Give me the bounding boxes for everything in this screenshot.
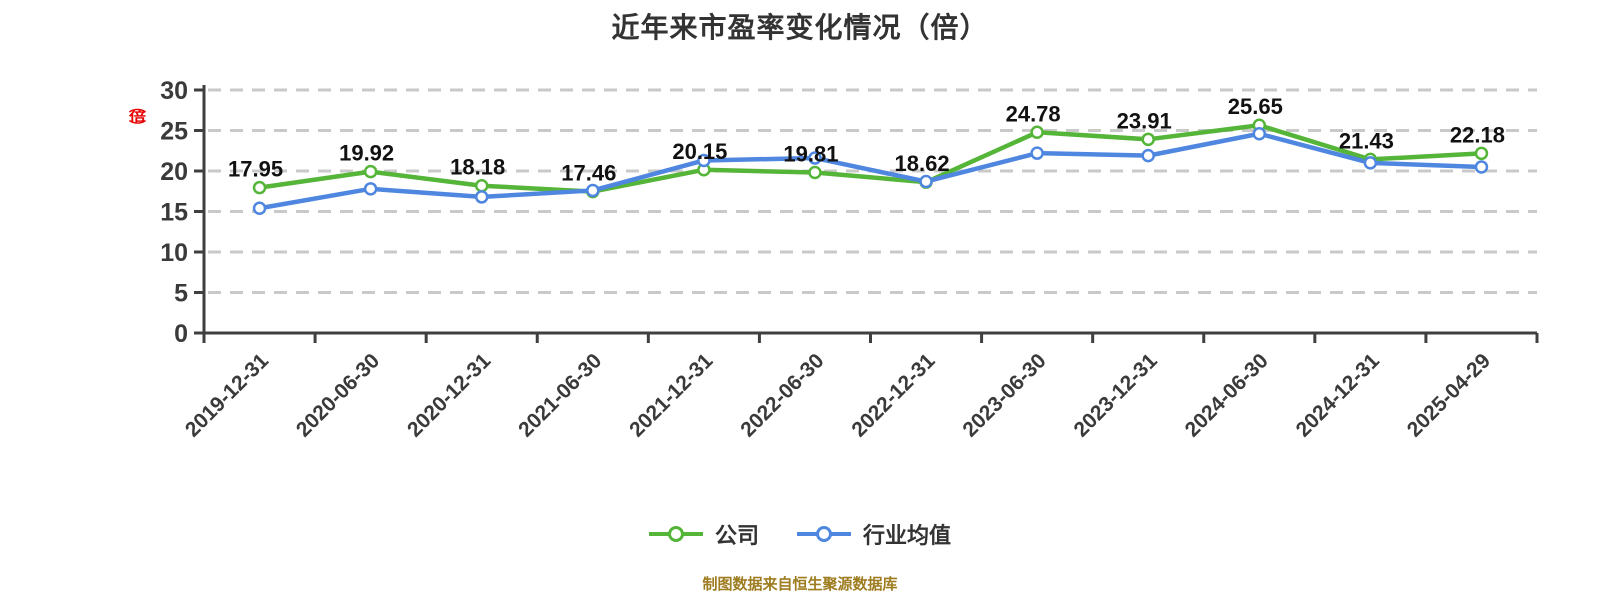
x-axis-label: 2020-12-31 [403, 349, 495, 441]
x-axis-label: 2023-06-30 [958, 349, 1050, 441]
data-source-note: 制图数据来自恒生聚源数据库 [702, 576, 898, 593]
industry-data-point[interactable] [808, 151, 822, 165]
chart-title: 近年来市盈率变化情况（倍） [611, 12, 989, 43]
company-data-point[interactable] [252, 180, 267, 195]
company-legend-marker-icon [648, 526, 703, 542]
x-axis-label: 2019-12-31 [181, 349, 273, 441]
industry-data-point[interactable] [919, 174, 933, 189]
x-axis-label: 2023-12-31 [1070, 349, 1162, 441]
y-axis-tick-label: 30 [160, 77, 188, 105]
industry-data-point[interactable] [252, 201, 267, 216]
x-axis-label: 2020-06-30 [292, 349, 384, 441]
data-label: 24.78 [1006, 101, 1061, 126]
company-data-point[interactable] [1030, 125, 1044, 140]
industry-data-point[interactable] [1474, 160, 1489, 174]
industry-data-point[interactable] [1363, 156, 1378, 170]
company-data-point[interactable] [1474, 146, 1489, 161]
x-axis-label: 2021-06-30 [514, 349, 606, 441]
y-axis-tick-label: 0 [174, 320, 188, 348]
industry-data-point[interactable] [586, 183, 600, 198]
legend-label-industry-average: 行业均值 [863, 523, 952, 548]
data-label: 21.43 [1339, 128, 1394, 153]
y-axis-tick-label: 5 [174, 280, 188, 308]
industry-data-point[interactable] [474, 190, 489, 204]
data-label: 23.91 [1117, 108, 1172, 133]
data-label: 19.92 [339, 141, 394, 166]
data-label: 18.62 [895, 151, 950, 176]
data-label: 19.81 [783, 142, 838, 167]
data-label: 18.18 [450, 155, 505, 180]
company-data-point[interactable] [808, 165, 822, 180]
y-axis-tick-label: 10 [160, 239, 188, 267]
x-axis-label: 2022-12-31 [847, 349, 939, 441]
chart-legend: 公司 行业均值 [0, 518, 1600, 550]
x-axis-label: 2024-06-30 [1181, 349, 1273, 441]
company-series-line [257, 122, 1484, 194]
industry-legend-marker-icon [797, 526, 851, 542]
industry-series-line [257, 131, 1484, 211]
industry-data-point[interactable] [1252, 126, 1267, 141]
data-label: 17.95 [228, 157, 283, 182]
company-data-point[interactable] [474, 178, 489, 193]
data-label: 20.15 [672, 139, 727, 164]
x-axis-label: 2021-12-31 [625, 349, 717, 441]
y-axis-tick-label: 20 [160, 158, 188, 186]
company-data-point[interactable] [1141, 132, 1155, 147]
industry-data-point[interactable] [363, 182, 378, 196]
industry-data-point[interactable] [1141, 148, 1155, 163]
legend-item-industry-average[interactable]: 行业均值 [797, 518, 951, 550]
x-axis-label: 2025-04-29 [1403, 349, 1495, 441]
y-axis-tick-label: 15 [160, 199, 188, 227]
data-label: 17.46 [561, 161, 616, 186]
industry-data-point[interactable] [697, 153, 711, 168]
y-axis-tick-label: 25 [160, 118, 188, 146]
legend-item-company[interactable]: 公司 [648, 518, 759, 550]
industry-data-point[interactable] [1030, 146, 1044, 160]
company-data-point[interactable] [363, 164, 378, 179]
x-axis-label: 2024-12-31 [1292, 349, 1384, 441]
x-axis-label: 2022-06-30 [736, 349, 828, 441]
legend-label-company: 公司 [714, 523, 759, 548]
y-axis-unit-label: （倍） [126, 100, 145, 131]
data-label: 25.65 [1228, 94, 1283, 119]
data-label: 22.18 [1450, 122, 1505, 147]
